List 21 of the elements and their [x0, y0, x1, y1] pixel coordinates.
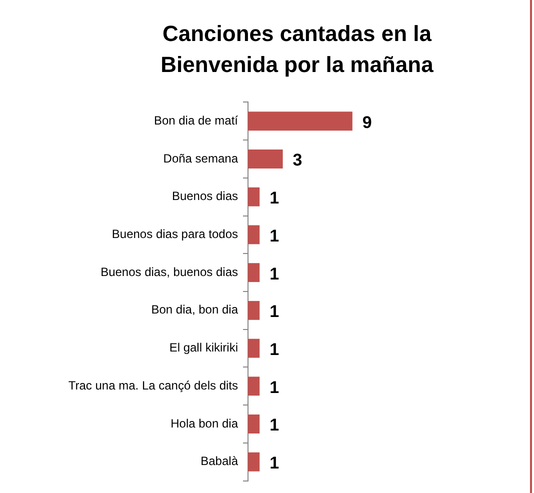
y-tick-label: Doña semana — [163, 151, 238, 166]
y-tick-label: El gall kikiriki — [169, 340, 238, 355]
data-label: 1 — [270, 340, 280, 359]
data-label: 3 — [292, 150, 302, 170]
data-label: 1 — [270, 264, 280, 284]
y-tick-label: Babalà — [200, 454, 238, 468]
y-tick-label: Bon dia, bon dia — [151, 302, 238, 317]
data-label: 1 — [270, 416, 280, 435]
data-label: 1 — [270, 226, 280, 246]
data-label: 1 — [270, 188, 280, 208]
data-label: 1 — [270, 302, 280, 322]
chart-title: Canciones cantadas en la Bienvenida por la mañana — [160, 20, 434, 79]
data-label: 9 — [362, 112, 372, 132]
data-label: 1 — [270, 454, 280, 473]
y-tick-label: Buenos dias para todos — [112, 227, 238, 242]
data-label: 1 — [270, 378, 280, 397]
y-tick-label: Buenos dias — [172, 189, 238, 204]
y-tick-label: Trac una ma. La cançó dels dits — [68, 378, 238, 392]
y-tick-label: Buenos dias, buenos dias — [100, 264, 238, 279]
y-tick-label: Hola bon dia — [170, 416, 238, 430]
y-tick-label: Bon dia de matí — [154, 113, 239, 128]
